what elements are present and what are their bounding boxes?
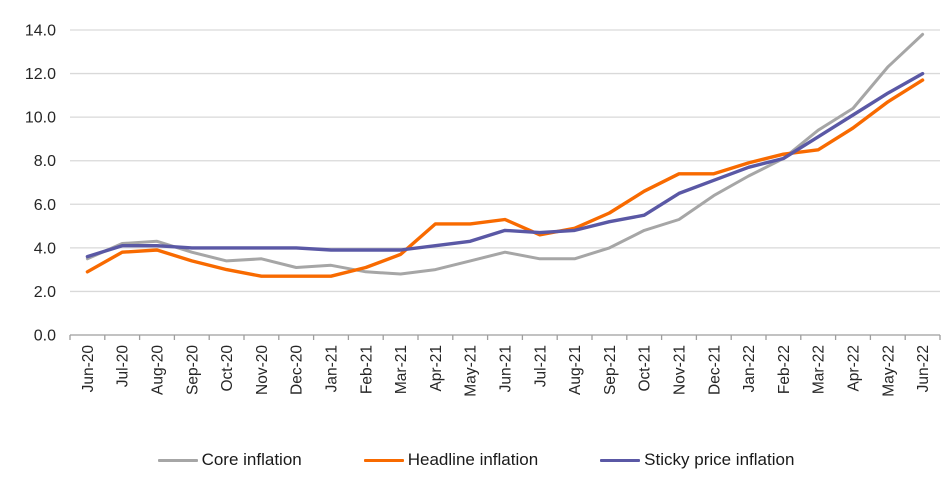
legend-item-headline-inflation: Headline inflation — [363, 450, 539, 470]
y-axis-tick-label: 4.0 — [34, 240, 56, 257]
core-inflation-swatch — [157, 458, 198, 462]
headline-inflation-swatch — [363, 458, 404, 462]
y-axis-tick-label: 10.0 — [25, 110, 56, 127]
x-axis-tick-label: Jul-21 — [532, 345, 549, 387]
x-axis-tick-label: Oct-21 — [637, 345, 654, 392]
core-inflation-line — [85, 32, 925, 276]
y-axis-tick-label: 2.0 — [34, 284, 56, 301]
legend-item-core-inflation: Core inflation — [157, 450, 302, 470]
headline-inflation-line — [85, 78, 925, 278]
x-axis-tick-label: Feb-21 — [358, 345, 375, 394]
x-axis-tick-label: May-21 — [463, 345, 480, 397]
x-axis-tick-label: Jul-20 — [115, 345, 132, 388]
x-axis-tick-label: Dec-21 — [706, 345, 723, 395]
x-axis-tick-label: Mar-22 — [811, 345, 828, 394]
y-axis-tick-label: 8.0 — [34, 153, 56, 170]
x-axis-tick-label: Mar-21 — [393, 345, 410, 394]
legend-label-core-inflation: Core inflation — [201, 450, 302, 469]
x-axis-tick-label: Sep-20 — [184, 345, 201, 395]
y-axis-tick-label: 14.0 — [25, 23, 56, 40]
x-axis-tick-label: Jun-22 — [915, 345, 932, 392]
x-axis-tick-label: Jun-20 — [80, 345, 97, 393]
x-axis-tick-label: Aug-20 — [150, 345, 167, 395]
y-axis-tick-label: 6.0 — [34, 197, 56, 214]
x-axis-tick-label: Oct-20 — [219, 345, 236, 392]
chart-legend: Core inflation Headline inflation Sticky… — [0, 440, 952, 480]
y-axis-tick-label: 0.0 — [34, 328, 56, 345]
sticky-price-inflation-swatch — [600, 458, 641, 462]
x-axis-tick-label: Apr-22 — [846, 345, 863, 392]
legend-item-sticky-price-inflation: Sticky price inflation — [600, 450, 794, 470]
x-axis-tick-label: Apr-21 — [428, 345, 445, 392]
legend-label-sticky-price-inflation: Sticky price inflation — [644, 450, 795, 469]
x-axis-tick-label: Jan-22 — [741, 345, 758, 392]
x-axis-tick-label: Aug-21 — [567, 345, 584, 395]
x-axis-tick-label: Nov-20 — [254, 345, 271, 395]
x-axis-tick-label: Feb-22 — [776, 345, 793, 394]
x-axis-tick-label: May-22 — [880, 345, 897, 397]
x-axis-tick-label: Jan-21 — [324, 345, 341, 392]
x-axis-tick-label: Sep-21 — [602, 345, 619, 395]
x-axis-tick-label: Jun-21 — [498, 345, 515, 392]
inflation-chart-plot: 0.0 2.0 4.0 6.0 8.0 10.0 12.0 14.0 Jun-20 Jul-20 A… — [25, 23, 941, 397]
legend-label-headline-inflation: Headline inflation — [407, 450, 539, 469]
x-axis-tick-label: Nov-21 — [672, 345, 689, 395]
sticky-price-inflation-line — [85, 71, 925, 259]
y-axis-tick-label: 12.0 — [25, 66, 56, 83]
x-axis-tick-label: Dec-20 — [289, 345, 306, 395]
